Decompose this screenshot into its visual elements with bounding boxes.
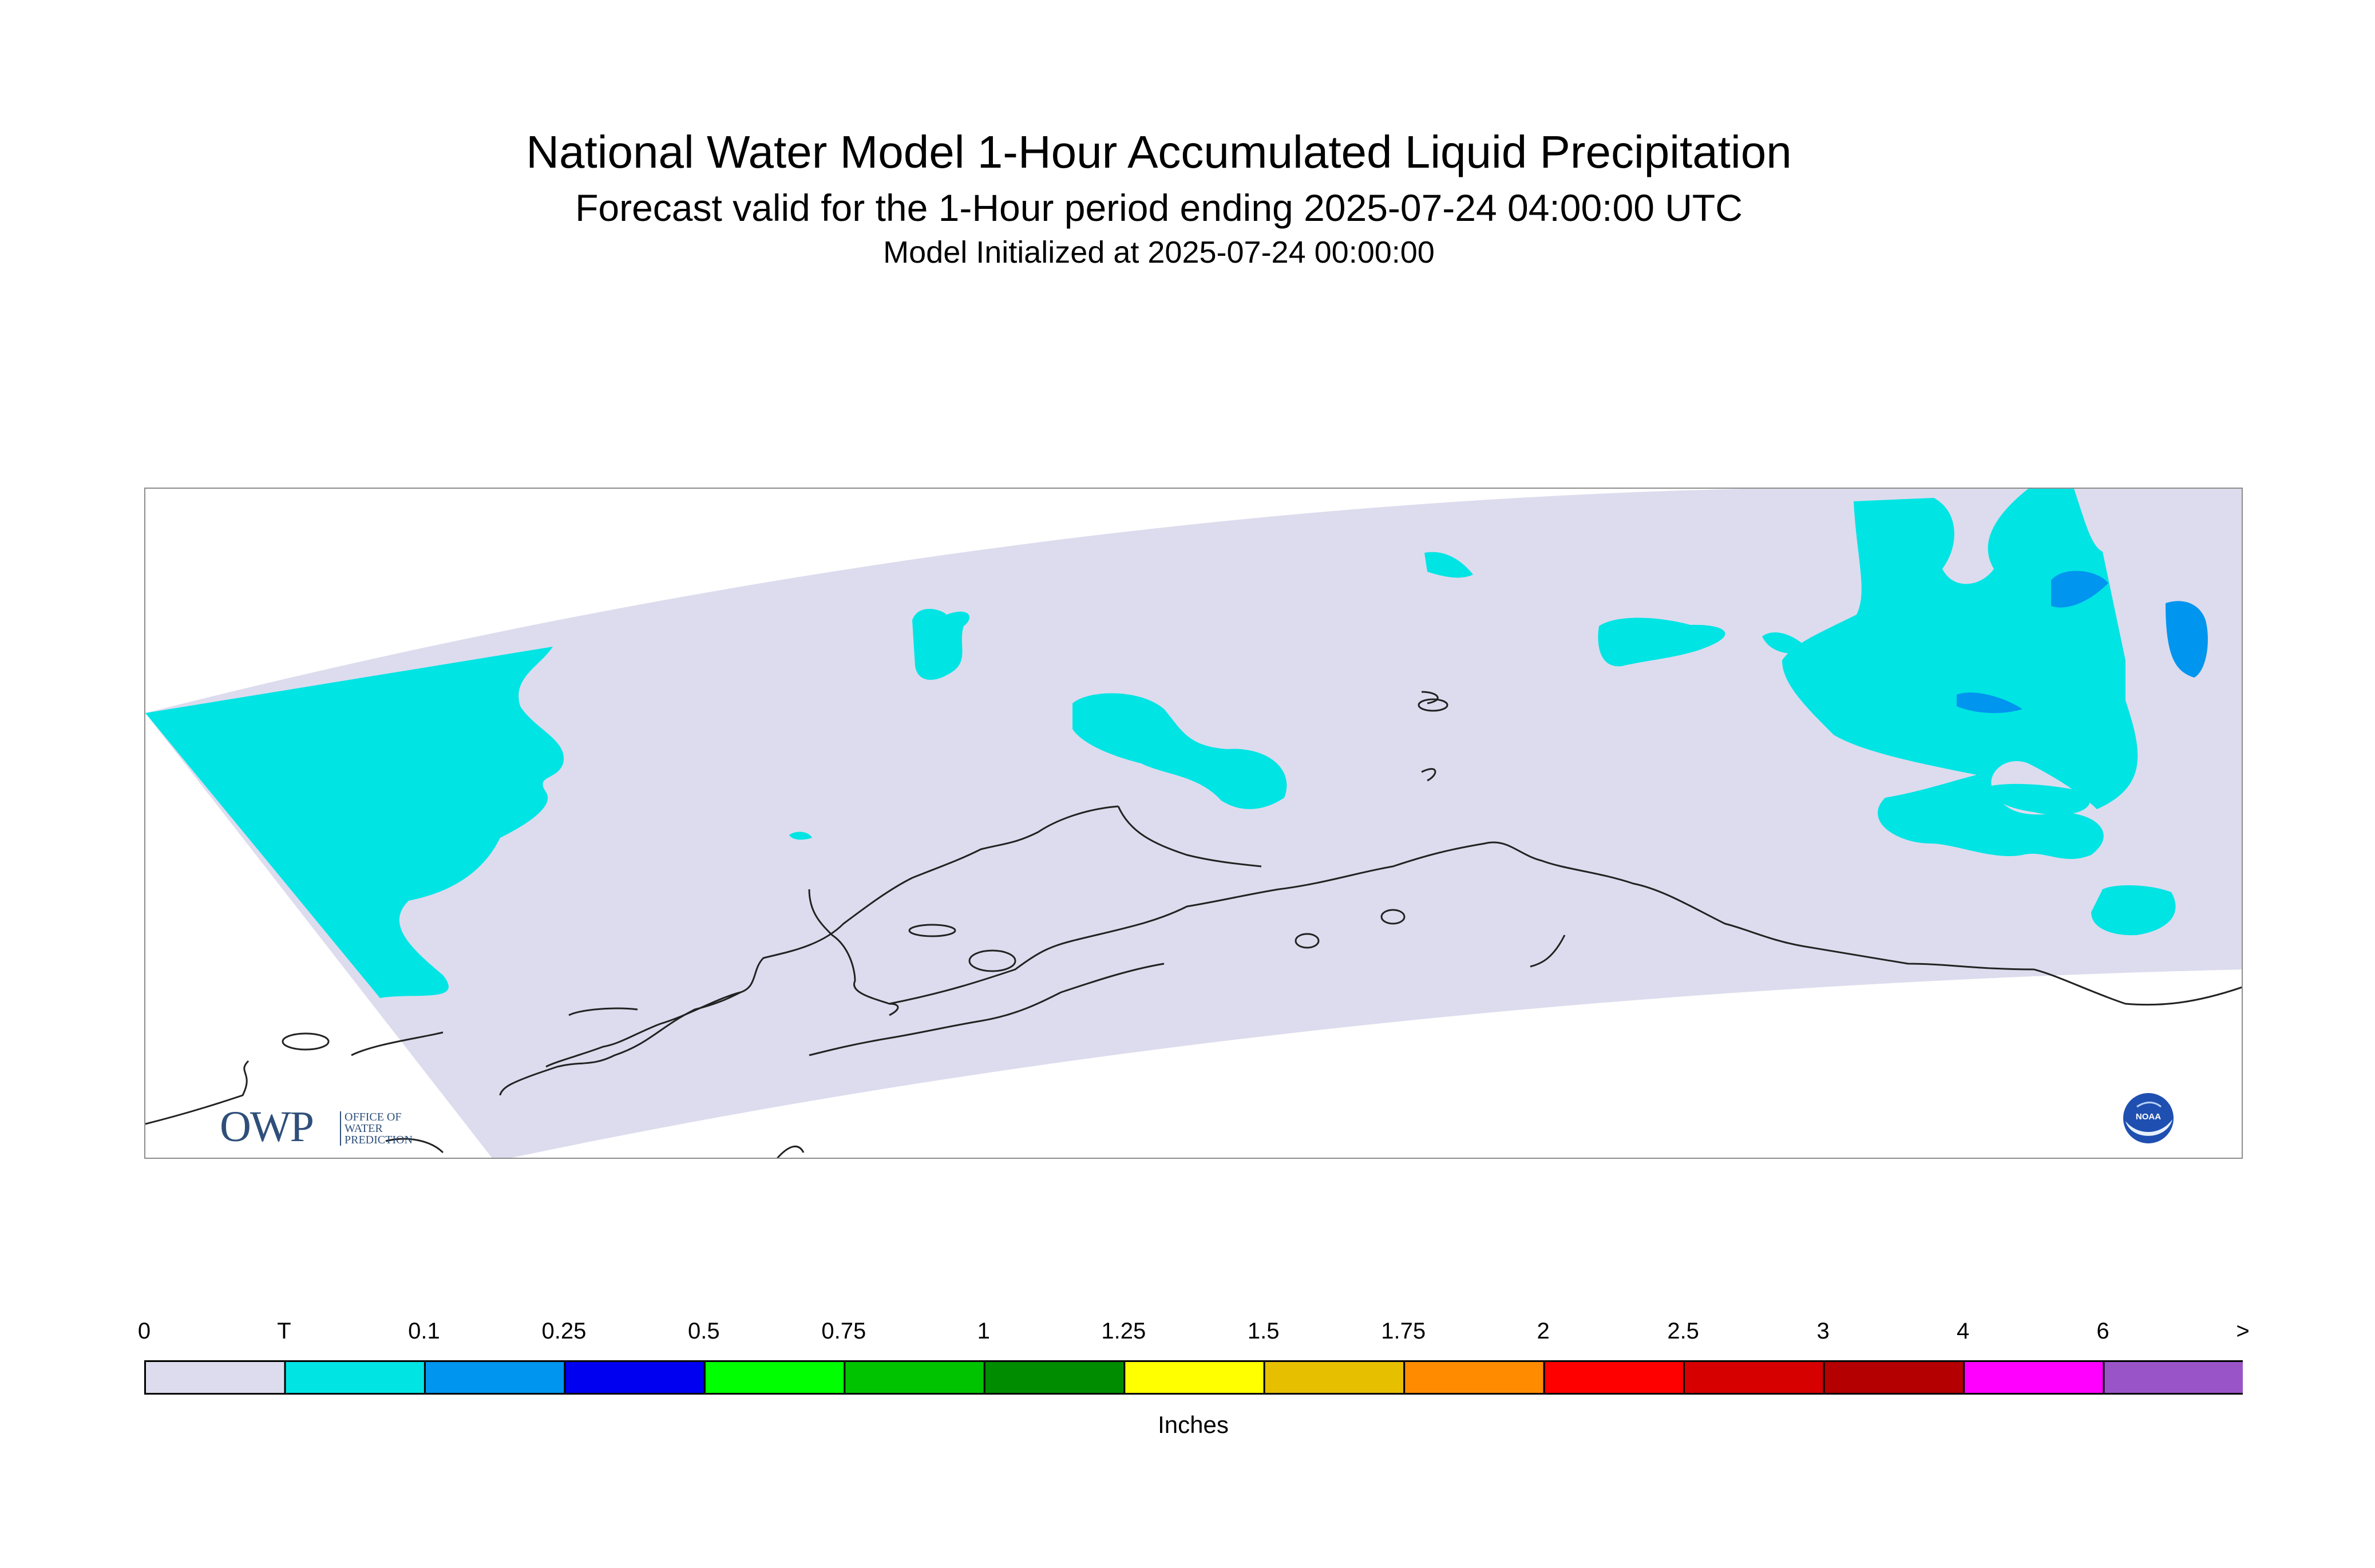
precip-cell-0.1 (2051, 571, 2108, 608)
map-canvas (145, 489, 2242, 1158)
legend-swatch (1123, 1360, 1265, 1395)
precip-area-blob (1424, 552, 1473, 578)
legend-swatch (1823, 1360, 1965, 1395)
legend-swatch (844, 1360, 985, 1395)
precip-area-blob (912, 609, 969, 680)
legend-tick-label: 1.5 (1247, 1318, 1280, 1344)
precip-cell-0.1 (1957, 692, 2022, 713)
legend-swatch (983, 1360, 1126, 1395)
model-init-subtitle: Model Initialized at 2025-07-24 00:00:00 (883, 235, 1435, 270)
legend-tick-label: > (2236, 1318, 2250, 1344)
legend-tick-label: 6 (2096, 1318, 2109, 1344)
legend-swatch (2103, 1360, 2243, 1395)
precip-area-blob (1988, 783, 2090, 815)
coastline (145, 691, 2242, 1158)
legend-tick-label: 0.1 (408, 1318, 440, 1344)
legend-tick-label: 1.25 (1101, 1318, 1146, 1344)
forecast-valid-subtitle: Forecast valid for the 1-Hour period end… (575, 187, 1743, 229)
precip-area-west (145, 647, 564, 998)
legend-tick-label: 0 (137, 1318, 151, 1344)
legend-tick-label: 0.5 (688, 1318, 720, 1344)
legend-swatch (144, 1360, 286, 1395)
islands (282, 698, 1448, 1051)
legend-units-label: Inches (1158, 1411, 1229, 1438)
legend-tick-label: 3 (1816, 1318, 1830, 1344)
owp-abbr: OWP (220, 1103, 314, 1151)
owp-name: OFFICE OF WATER PREDICTION (340, 1111, 413, 1146)
model-domain (145, 489, 2242, 1158)
legend-tick-label: 4 (1956, 1318, 1970, 1344)
legend-tick-label: 0.75 (821, 1318, 866, 1344)
legend-tick-label: 1.75 (1381, 1318, 1426, 1344)
precip-cell-0.1 (2166, 601, 2208, 678)
legend-swatch (703, 1360, 846, 1395)
noaa-logo: NOAA (2123, 1093, 2174, 1143)
color-legend-bar (144, 1360, 2243, 1395)
legend-tick-label: 1 (977, 1318, 990, 1344)
legend-swatch (1403, 1360, 1545, 1395)
legend-tick-label: 2 (1537, 1318, 1550, 1344)
precipitation-map: OWP OFFICE OF WATER PREDICTION NOAA (144, 488, 2243, 1159)
owp-line2: WATER (345, 1122, 383, 1135)
noaa-text: NOAA (2136, 1112, 2161, 1122)
precip-area-blob (789, 831, 812, 840)
precip-area-east (1782, 489, 2138, 860)
legend-swatch (1543, 1360, 1685, 1395)
owp-line3: PREDICTION (345, 1134, 413, 1146)
map-title: National Water Model 1-Hour Accumulated … (526, 126, 1792, 177)
legend-swatch (564, 1360, 706, 1395)
legend-swatch (1683, 1360, 1825, 1395)
legend-swatch (284, 1360, 426, 1395)
owp-line1: OFFICE OF (345, 1111, 402, 1123)
legend-tick-label: T (277, 1318, 291, 1344)
legend-tick-label: 2.5 (1667, 1318, 1699, 1344)
precip-area-blob (1072, 693, 1287, 809)
legend-swatch (1263, 1360, 1406, 1395)
legend-swatch (423, 1360, 566, 1395)
precip-area-blob (2091, 885, 2176, 936)
legend-swatch (1963, 1360, 2105, 1395)
legend-tick-label: 0.25 (541, 1318, 587, 1344)
precip-area-blob (1598, 617, 1725, 667)
